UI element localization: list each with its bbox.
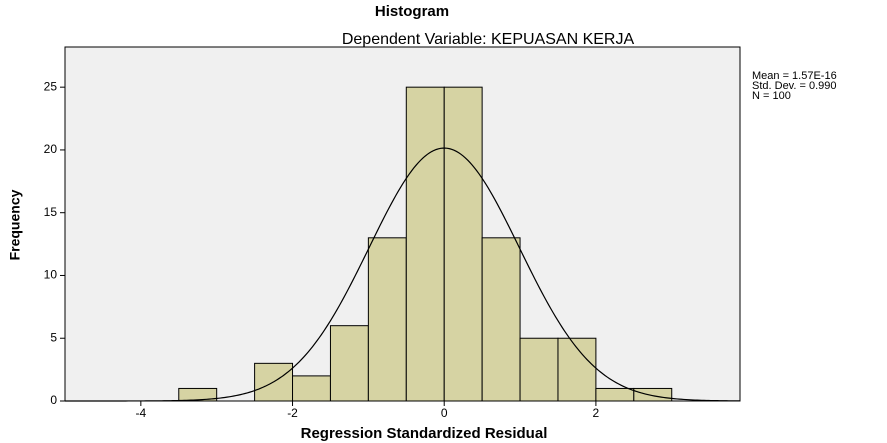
bar [405, 86, 445, 402]
bar [633, 387, 673, 402]
stat-n: N = 100 [752, 90, 791, 102]
x-tick-label: -4 [136, 406, 147, 420]
bar [595, 387, 635, 402]
x-tick-label: 2 [593, 406, 600, 420]
y-tick-label: 0 [50, 393, 57, 407]
bar [178, 387, 218, 402]
bar [254, 362, 294, 402]
y-tick-label: 25 [44, 79, 58, 93]
y-tick-label: 5 [50, 330, 57, 344]
chart-subtitle: Dependent Variable: KEPUASAN KERJA [342, 31, 635, 48]
y-tick-label: 15 [44, 205, 58, 219]
y-tick-label: 20 [44, 142, 58, 156]
chart-title: Histogram [375, 3, 449, 20]
stat-sd: Std. Dev. = 0.990 [752, 80, 837, 92]
bar [367, 237, 407, 402]
stat-mean: Mean = 1.57E-16 [752, 70, 837, 82]
bar [443, 86, 483, 402]
x-axis-label: Regression Standardized Residual [301, 425, 548, 442]
y-axis-label: Frequency [7, 189, 23, 260]
x-tick-label: -2 [287, 406, 298, 420]
normal-curve [65, 147, 741, 402]
bar [292, 375, 331, 402]
y-tick-label: 10 [44, 268, 58, 282]
bar [519, 337, 559, 402]
bar [329, 325, 369, 402]
bar [481, 237, 521, 402]
x-tick-label: 0 [441, 406, 448, 420]
